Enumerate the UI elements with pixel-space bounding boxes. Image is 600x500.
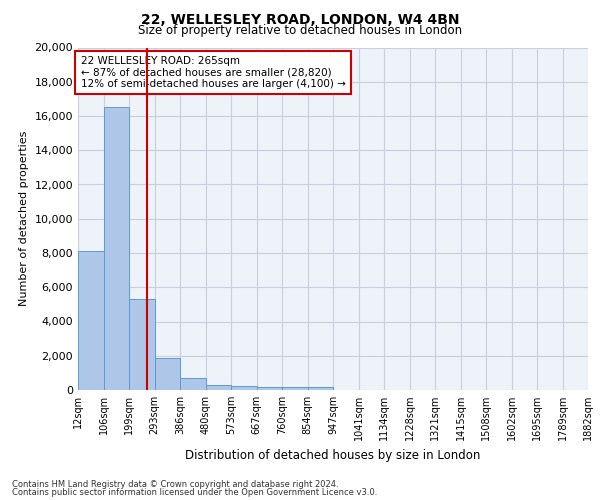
Text: Contains public sector information licensed under the Open Government Licence v3: Contains public sector information licen…: [12, 488, 377, 497]
X-axis label: Distribution of detached houses by size in London: Distribution of detached houses by size …: [185, 448, 481, 462]
Bar: [282, 386, 308, 390]
Text: 22 WELLESLEY ROAD: 265sqm
← 87% of detached houses are smaller (28,820)
12% of s: 22 WELLESLEY ROAD: 265sqm ← 87% of detac…: [80, 56, 346, 90]
Bar: [231, 386, 257, 390]
Bar: [205, 384, 231, 390]
Text: 22, WELLESLEY ROAD, LONDON, W4 4BN: 22, WELLESLEY ROAD, LONDON, W4 4BN: [141, 12, 459, 26]
Bar: [104, 108, 129, 390]
Bar: [155, 358, 180, 390]
Bar: [78, 252, 104, 390]
Bar: [180, 378, 205, 390]
Y-axis label: Number of detached properties: Number of detached properties: [19, 131, 29, 306]
Text: Contains HM Land Registry data © Crown copyright and database right 2024.: Contains HM Land Registry data © Crown c…: [12, 480, 338, 489]
Bar: [308, 388, 333, 390]
Bar: [129, 299, 155, 390]
Text: Size of property relative to detached houses in London: Size of property relative to detached ho…: [138, 24, 462, 37]
Bar: [257, 386, 282, 390]
